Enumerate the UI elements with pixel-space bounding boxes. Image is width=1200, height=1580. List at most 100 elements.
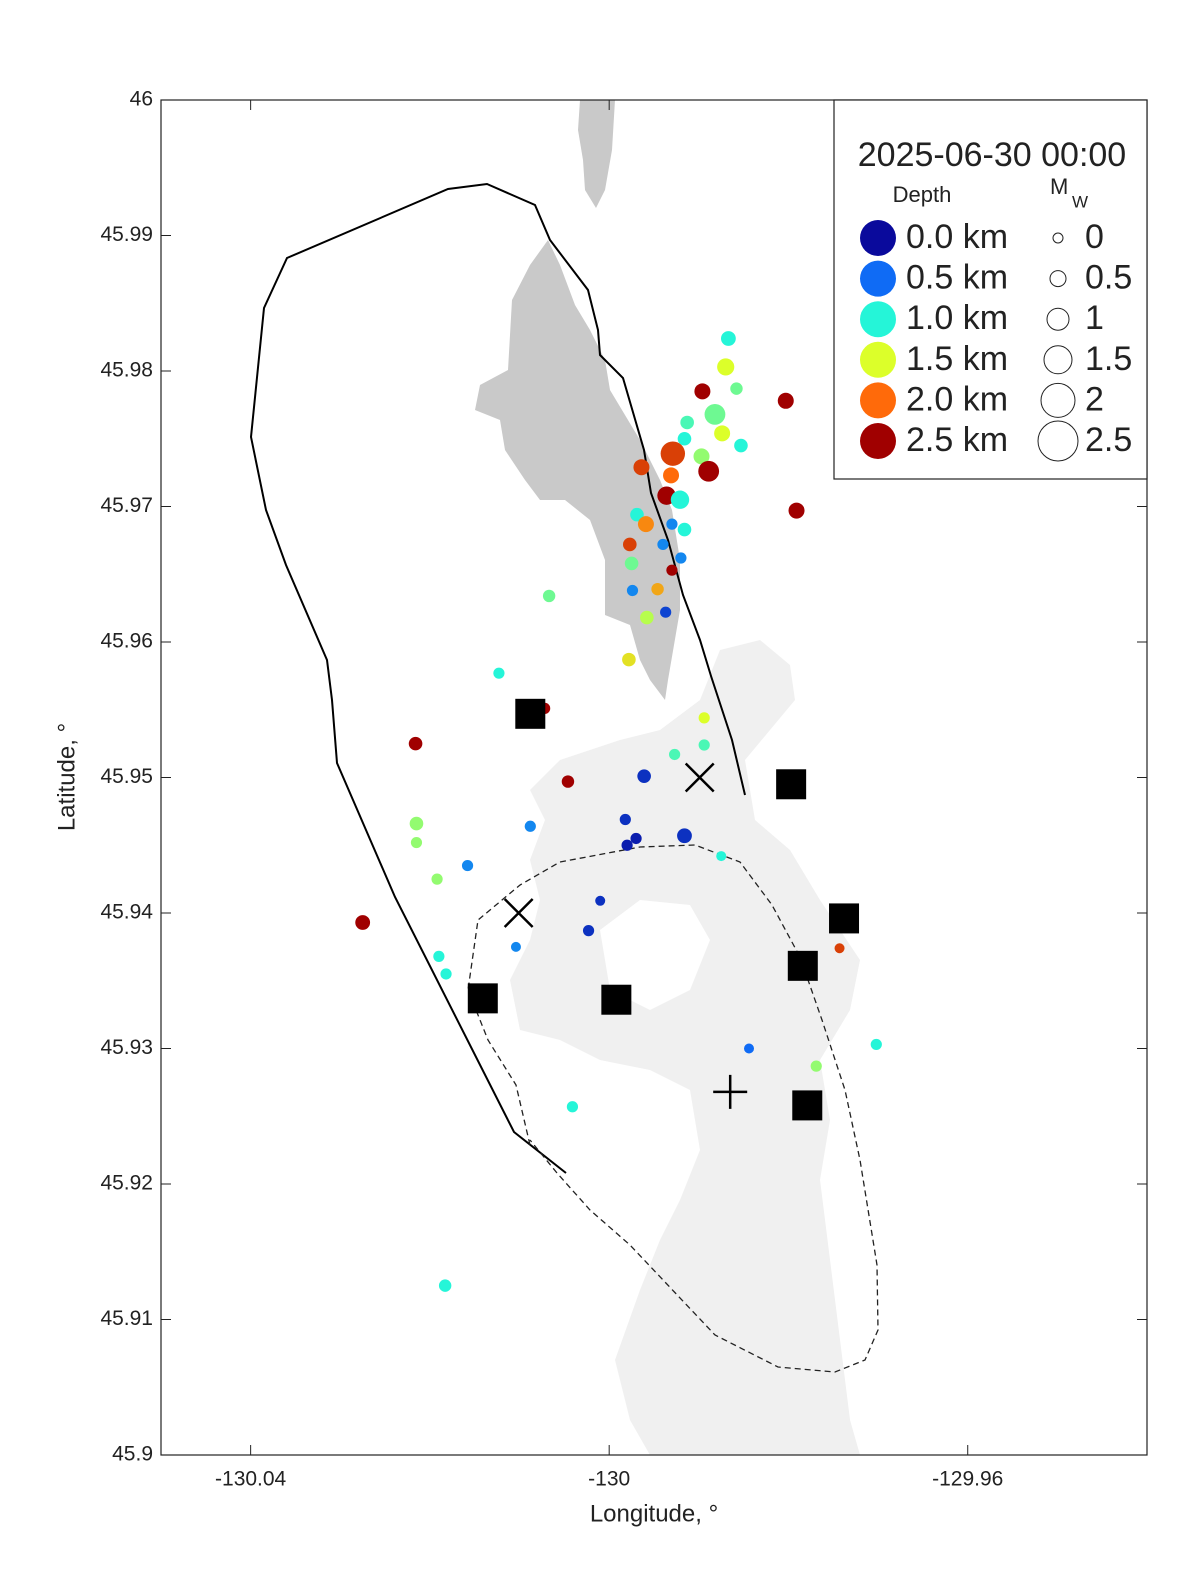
depth-legend-marker bbox=[860, 341, 896, 378]
quake-point bbox=[680, 415, 694, 430]
x-marker bbox=[503, 898, 534, 928]
seafloor-hole bbox=[600, 900, 710, 1010]
depth-legend-marker bbox=[860, 301, 896, 338]
quake-point bbox=[666, 564, 678, 576]
quake-point bbox=[660, 441, 686, 466]
depth-legend-marker bbox=[860, 382, 896, 419]
x-tick-label: -130.04 bbox=[215, 1468, 287, 1491]
size-legend-marker bbox=[1046, 307, 1070, 331]
legend-title: 2025-06-30 00:00 bbox=[858, 136, 1126, 174]
quake-point bbox=[698, 739, 710, 751]
size-legend-marker bbox=[1049, 270, 1067, 288]
quake-point bbox=[595, 895, 606, 906]
quake-point bbox=[677, 522, 692, 537]
station-square bbox=[515, 698, 546, 729]
quake-point bbox=[410, 836, 423, 849]
y-tick-label: 45.98 bbox=[100, 359, 153, 382]
y-tick-label: 46 bbox=[130, 88, 153, 111]
station-square bbox=[467, 983, 498, 1014]
depth-legend-marker bbox=[860, 220, 896, 256]
quake-point bbox=[640, 610, 654, 625]
depth-legend-marker bbox=[860, 423, 896, 459]
quake-point bbox=[663, 467, 680, 484]
quake-point bbox=[561, 775, 575, 788]
quake-point bbox=[433, 950, 445, 962]
y-tick-label: 45.92 bbox=[100, 1172, 153, 1195]
depth-legend-marker bbox=[860, 260, 896, 297]
station-square bbox=[792, 1090, 823, 1121]
quake-point bbox=[630, 832, 642, 845]
axes: -130.04 -130 -129.96 45.9 45.91 45.92 45.93 45.… bbox=[100, 88, 1147, 1491]
y-tick-label: 45.93 bbox=[100, 1036, 153, 1059]
boundary-line bbox=[249, 182, 746, 1174]
island-north bbox=[578, 100, 615, 208]
quake-point bbox=[810, 1060, 822, 1072]
quake-point bbox=[694, 383, 711, 400]
depth-legend-label: 0.5 km bbox=[906, 259, 1008, 297]
y-tick-label: 45.91 bbox=[100, 1307, 153, 1330]
size-legend-marker bbox=[1052, 232, 1064, 244]
size-legend-label: 1.5 bbox=[1085, 340, 1132, 378]
quake-point bbox=[630, 507, 644, 522]
station-square bbox=[601, 984, 632, 1015]
y-tick-label: 45.95 bbox=[100, 765, 153, 788]
quake-point bbox=[720, 331, 736, 346]
quake-point bbox=[675, 552, 687, 564]
size-legend-label: 0.5 bbox=[1085, 259, 1132, 297]
y-tick-label: 45.96 bbox=[100, 630, 153, 653]
quake-point bbox=[666, 518, 678, 530]
map-background bbox=[475, 100, 860, 1455]
depth-legend-label: 1.5 km bbox=[906, 340, 1008, 378]
x-tick-label: -130 bbox=[588, 1468, 630, 1491]
quake-point bbox=[717, 358, 735, 376]
quake-point bbox=[461, 859, 474, 872]
quake-point bbox=[698, 460, 720, 482]
color-legend-label: Depth bbox=[893, 182, 952, 207]
x-tick-label: -129.96 bbox=[932, 1468, 1003, 1491]
quake-point bbox=[626, 584, 639, 597]
quake-point bbox=[716, 851, 727, 862]
plus-marker bbox=[713, 1074, 748, 1109]
depth-legend-label: 2.5 km bbox=[906, 421, 1008, 459]
station-square bbox=[776, 769, 807, 800]
quake-point bbox=[566, 1101, 579, 1113]
quake-point bbox=[622, 537, 637, 552]
size-legend-label: 2 bbox=[1085, 380, 1104, 418]
quake-point bbox=[734, 438, 748, 453]
quake-point bbox=[633, 459, 650, 476]
y-tick-label: 45.94 bbox=[100, 901, 153, 924]
y-tick-label: 45.97 bbox=[100, 494, 153, 517]
quake-point bbox=[834, 943, 845, 954]
quake-point bbox=[730, 382, 743, 395]
quake-point bbox=[355, 915, 371, 930]
quake-point bbox=[669, 748, 681, 761]
size-legend-marker bbox=[1037, 420, 1079, 462]
quake-point bbox=[704, 403, 726, 425]
quake-point bbox=[677, 431, 692, 446]
quake-point bbox=[670, 490, 690, 509]
quake-point bbox=[788, 502, 805, 519]
quake-point bbox=[624, 556, 639, 571]
size-legend-label: M bbox=[1050, 174, 1068, 199]
quake-point bbox=[524, 820, 536, 832]
size-legend-marker bbox=[1040, 382, 1076, 418]
island-main bbox=[475, 240, 680, 700]
legend: 2025-06-30 00:00 Depth M W 0.0 km0.5 km1… bbox=[833, 99, 1148, 480]
x-marker bbox=[684, 762, 715, 793]
quake-point bbox=[637, 769, 651, 783]
quake-point bbox=[542, 589, 556, 603]
quake-point bbox=[744, 1043, 755, 1054]
depth-legend-label: 1.0 km bbox=[906, 299, 1008, 337]
quake-point bbox=[777, 392, 794, 409]
quake-point bbox=[660, 606, 672, 618]
dashed-boundary bbox=[467, 844, 879, 1373]
quake-point bbox=[431, 873, 443, 885]
depth-legend-label: 2.0 km bbox=[906, 380, 1008, 418]
size-legend-marker bbox=[1043, 345, 1073, 375]
quake-point bbox=[408, 736, 423, 751]
x-axis-label: Longitude, ° bbox=[590, 1500, 718, 1527]
depth-legend-label: 0.0 km bbox=[906, 218, 1008, 256]
size-legend-label: 2.5 bbox=[1085, 421, 1132, 459]
quake-point bbox=[622, 652, 636, 667]
